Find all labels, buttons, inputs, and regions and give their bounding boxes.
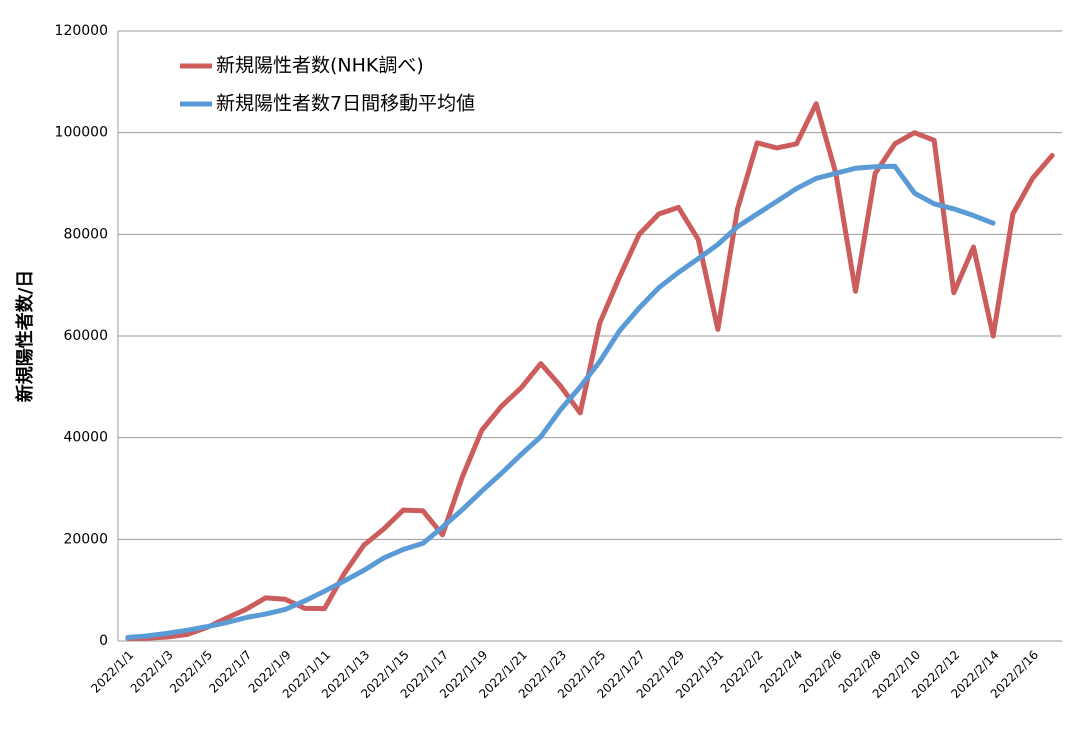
- y-tick-label: 80000: [63, 226, 108, 242]
- series-line: [125, 163, 996, 640]
- series-line: [125, 101, 1055, 641]
- y-tick-label: 60000: [63, 328, 108, 344]
- legend-label: 新規陽性者数(NHK調べ): [216, 55, 424, 77]
- y-tick-label: 20000: [63, 531, 108, 547]
- legend-label: 新規陽性者数7日間移動平均値: [216, 93, 475, 115]
- y-tick-label: 0: [99, 633, 108, 649]
- y-axis-label: 新規陽性者数/日: [14, 270, 36, 403]
- y-tick-label: 100000: [55, 125, 108, 141]
- y-tick-label: 40000: [63, 430, 108, 446]
- y-tick-label: 120000: [55, 23, 108, 39]
